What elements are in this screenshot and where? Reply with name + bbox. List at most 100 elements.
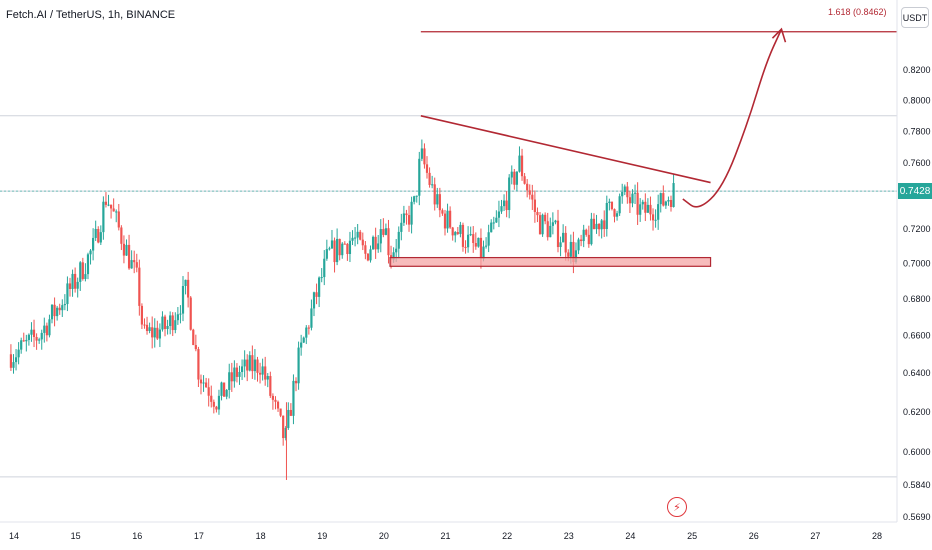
projection-arrow-head xyxy=(771,27,787,43)
candle-body xyxy=(330,240,334,249)
candle-body xyxy=(446,210,449,229)
candle-body xyxy=(271,395,274,400)
candle-body xyxy=(25,339,28,342)
candle-body xyxy=(353,237,357,239)
candle-body xyxy=(433,184,436,205)
candle-body xyxy=(32,329,36,338)
candle-body xyxy=(253,359,257,372)
candle-body xyxy=(217,395,221,410)
candle-body xyxy=(664,201,667,206)
candle-body xyxy=(43,325,46,333)
candle-body xyxy=(235,367,239,377)
candle-body xyxy=(325,249,328,259)
candle-body xyxy=(138,267,141,306)
candle-body xyxy=(336,238,339,263)
candle-body xyxy=(377,243,380,250)
candle-body xyxy=(423,148,426,165)
price-tick-label: 0.6000 xyxy=(903,447,931,457)
candle-body xyxy=(68,283,72,289)
candle-body xyxy=(382,229,385,235)
candle-body xyxy=(472,234,475,244)
candle-body xyxy=(343,243,346,245)
price-tick-label: 0.7800 xyxy=(903,126,931,136)
candle-body xyxy=(99,232,102,243)
candle-body xyxy=(22,340,25,342)
date-tick-label: 26 xyxy=(749,531,759,541)
candle-body xyxy=(312,292,316,309)
candle-body xyxy=(264,366,267,380)
date-tick-label: 18 xyxy=(256,531,266,541)
candle-body xyxy=(518,155,521,172)
candle-body xyxy=(189,297,192,330)
candle-body xyxy=(374,236,377,250)
candle-body xyxy=(564,232,567,253)
candle-body xyxy=(302,337,305,343)
candle-body xyxy=(526,183,529,191)
date-tick-label: 17 xyxy=(194,531,204,541)
date-tick-label: 15 xyxy=(71,531,81,541)
candle-body xyxy=(531,194,534,200)
candle-body xyxy=(12,362,15,368)
candle-body xyxy=(145,324,149,332)
candle-body xyxy=(122,243,126,256)
candle-body xyxy=(502,200,506,207)
currency-unit-button[interactable]: USDT xyxy=(901,7,929,28)
candle-body xyxy=(467,234,470,248)
candle-body xyxy=(14,357,18,363)
candle-body xyxy=(81,262,84,279)
candle-body xyxy=(163,316,167,329)
candle-body xyxy=(356,231,359,238)
support-zone xyxy=(389,256,712,267)
symbol-title[interactable]: Fetch.AI / TetherUS, 1h, BINANCE xyxy=(6,9,176,21)
price-tick-label: 0.6200 xyxy=(903,407,931,417)
candle-body xyxy=(97,228,100,243)
candle-body xyxy=(508,177,511,211)
candle-body xyxy=(659,193,662,205)
candle-body xyxy=(38,339,41,341)
drawings-layer[interactable] xyxy=(389,27,897,267)
candle-body xyxy=(379,229,382,244)
candle-body xyxy=(351,237,354,241)
candle-body xyxy=(9,354,13,368)
candle-body xyxy=(84,274,87,279)
candle-body xyxy=(40,332,43,340)
candle-body xyxy=(251,355,254,372)
candle-body xyxy=(618,196,621,214)
candle-body xyxy=(544,214,547,222)
candle-body xyxy=(538,215,542,235)
candle-body xyxy=(127,244,131,269)
candle-body xyxy=(117,211,120,228)
candle-body xyxy=(181,285,185,314)
candle-body xyxy=(171,315,174,331)
candle-body xyxy=(541,214,544,235)
date-tick-label: 22 xyxy=(502,531,512,541)
candle-body xyxy=(610,201,614,210)
price-tick-label: 0.8200 xyxy=(903,65,931,75)
candle-body xyxy=(199,379,203,384)
candle-body xyxy=(533,199,536,212)
price-tick-label: 0.5690 xyxy=(903,512,931,522)
candle-body xyxy=(510,171,513,178)
candle-body xyxy=(415,195,418,197)
candle-body xyxy=(161,316,164,330)
candle-body xyxy=(104,201,108,205)
candle-body xyxy=(572,241,575,263)
candle-body xyxy=(184,279,187,286)
candle-body xyxy=(628,197,632,204)
candle-body xyxy=(207,387,210,396)
candle-body xyxy=(158,329,161,339)
date-tick-label: 19 xyxy=(317,531,327,541)
candle-body xyxy=(449,210,452,228)
candle-body xyxy=(30,329,33,335)
candle-body xyxy=(492,222,495,224)
candle-body xyxy=(243,359,246,367)
candle-body xyxy=(495,217,498,223)
candle-body xyxy=(387,228,390,256)
candle-body xyxy=(176,314,179,321)
candle-body xyxy=(392,252,395,260)
candle-body xyxy=(600,220,603,230)
candle-body xyxy=(328,248,331,250)
lightning-icon[interactable]: ⚡ xyxy=(667,497,687,517)
candle-body xyxy=(574,250,578,263)
